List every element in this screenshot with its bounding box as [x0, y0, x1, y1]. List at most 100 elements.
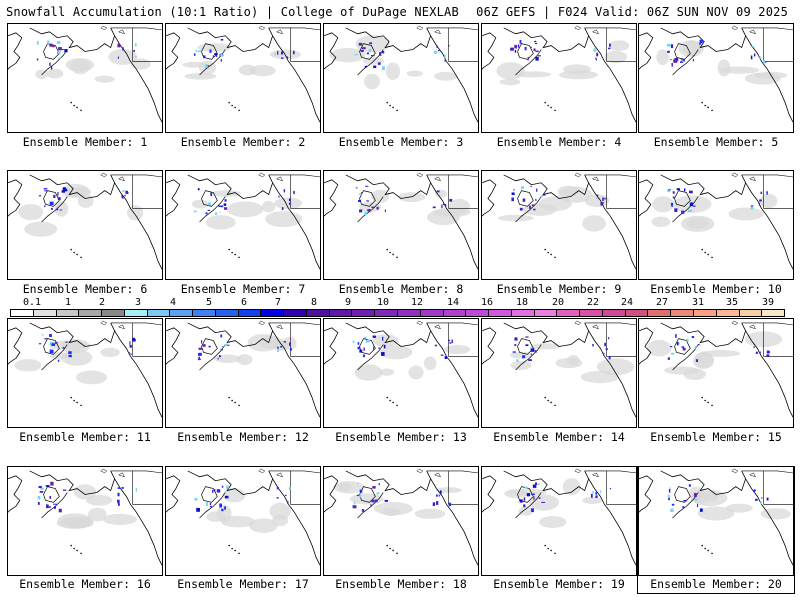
colorbar-tick-label: 3 [134, 297, 142, 308]
colorbar-tick-label: 4 [169, 297, 177, 308]
colorbar-swatch [329, 310, 353, 316]
ensemble-member-map [638, 170, 794, 280]
snowfall-colorbar [10, 309, 785, 317]
ensemble-member-label: Ensemble Member: 3 [338, 135, 464, 149]
colorbar-swatch [11, 310, 34, 316]
map-title: Snowfall Accumulation (10:1 Ratio) | Col… [6, 5, 459, 19]
ensemble-member-map [638, 23, 794, 133]
ensemble-member-label: Ensemble Member: 7 [180, 282, 306, 296]
colorbar-swatch [193, 310, 216, 316]
colorbar-tick-label: 16 [480, 297, 494, 308]
ensemble-member-map [165, 23, 321, 133]
ensemble-member-map [323, 23, 479, 133]
ensemble-member-map [165, 318, 321, 428]
colorbar-swatch [443, 310, 467, 316]
colorbar-tick-label: 8 [310, 297, 318, 308]
colorbar-swatch [420, 310, 444, 316]
colorbar-tick-label: 22 [586, 297, 600, 308]
ensemble-member-label: Ensemble Member: 18 [335, 577, 467, 591]
ensemble-member-map [481, 318, 637, 428]
ensemble-member-map [323, 318, 479, 428]
colorbar-swatch [762, 310, 785, 316]
ensemble-member-label: Ensemble Member: 20 [650, 577, 782, 591]
colorbar-swatch [489, 310, 512, 316]
colorbar-labels: 0.1 1 2 3 4 5 6 7 8 9 10 12 14 16 18 20 22 24 27 31 35 39 [10, 297, 785, 309]
colorbar-swatch [534, 310, 558, 316]
colorbar-swatch [284, 310, 307, 316]
colorbar-swatch [352, 310, 376, 316]
colorbar-swatch [671, 310, 694, 316]
ensemble-member-label: Ensemble Member: 9 [496, 282, 622, 296]
ensemble-member-map [638, 466, 794, 576]
ensemble-member-label: Ensemble Member: 14 [493, 430, 625, 444]
colorbar-tick-label: 31 [691, 297, 705, 308]
colorbar-swatch [33, 310, 57, 316]
colorbar-tick-label: 24 [620, 297, 634, 308]
colorbar-swatch [375, 310, 399, 316]
ensemble-member-map [481, 466, 637, 576]
colorbar-tick-label: 9 [344, 297, 352, 308]
colorbar-swatch [261, 310, 285, 316]
colorbar-swatch [557, 310, 581, 316]
ensemble-member-map [7, 466, 163, 576]
colorbar-tick-label: 0.1 [22, 297, 42, 308]
colorbar-tick-label: 7 [274, 297, 282, 308]
colorbar-tick-label: 12 [410, 297, 424, 308]
colorbar-tick-label: 39 [761, 297, 775, 308]
colorbar-swatch [215, 310, 239, 316]
ensemble-member-label: Ensemble Member: 6 [22, 282, 148, 296]
colorbar-swatch [602, 310, 626, 316]
ensemble-member-label: Ensemble Member: 8 [338, 282, 464, 296]
ensemble-member-label: Ensemble Member: 1 [22, 135, 148, 149]
ensemble-member-map [638, 318, 794, 428]
ensemble-member-map [481, 23, 637, 133]
ensemble-member-map [7, 23, 163, 133]
ensemble-member-label: Ensemble Member: 16 [19, 577, 151, 591]
ensemble-member-label: Ensemble Member: 19 [493, 577, 625, 591]
ensemble-member-map [481, 170, 637, 280]
ensemble-member-map [323, 466, 479, 576]
colorbar-tick-label: 6 [240, 297, 248, 308]
colorbar-swatch [716, 310, 740, 316]
colorbar-swatch [102, 310, 125, 316]
colorbar-tick-label: 18 [515, 297, 529, 308]
colorbar-swatch [625, 310, 649, 316]
colorbar-tick-label: 27 [655, 297, 669, 308]
ensemble-member-label: Ensemble Member: 2 [180, 135, 306, 149]
colorbar-swatch [693, 310, 717, 316]
ensemble-member-map [165, 466, 321, 576]
ensemble-member-map [165, 170, 321, 280]
colorbar-tick-label: 14 [446, 297, 460, 308]
ensemble-member-label: Ensemble Member: 15 [650, 430, 782, 444]
ensemble-member-map [7, 170, 163, 280]
ensemble-member-map [7, 318, 163, 428]
ensemble-member-label: Ensemble Member: 17 [177, 577, 309, 591]
ensemble-member-label: Ensemble Member: 12 [177, 430, 309, 444]
colorbar-tick-label: 20 [551, 297, 565, 308]
ensemble-member-label: Ensemble Member: 4 [496, 135, 622, 149]
colorbar-swatch [466, 310, 490, 316]
colorbar-swatch [238, 310, 262, 316]
colorbar-swatch [79, 310, 103, 316]
colorbar-swatch [124, 310, 148, 316]
colorbar-swatch [306, 310, 330, 316]
colorbar-swatch [56, 310, 80, 316]
colorbar-swatch [147, 310, 171, 316]
colorbar-swatch [580, 310, 603, 316]
ensemble-member-label: Ensemble Member: 11 [19, 430, 151, 444]
colorbar-tick-label: 1 [64, 297, 72, 308]
colorbar-swatch [511, 310, 535, 316]
colorbar-swatch [398, 310, 421, 316]
colorbar-tick-label: 5 [205, 297, 213, 308]
colorbar-swatch [739, 310, 763, 316]
ensemble-member-label: Ensemble Member: 5 [653, 135, 779, 149]
colorbar-swatch [170, 310, 194, 316]
colorbar-swatch [648, 310, 672, 316]
colorbar-tick-label: 10 [376, 297, 390, 308]
model-run-info: 06Z GEFS | F024 Valid: 06Z SUN NOV 09 20… [476, 5, 788, 19]
ensemble-member-label: Ensemble Member: 13 [335, 430, 467, 444]
ensemble-member-label: Ensemble Member: 10 [650, 282, 782, 296]
ensemble-member-map [323, 170, 479, 280]
colorbar-tick-label: 2 [98, 297, 106, 308]
colorbar-tick-label: 35 [725, 297, 739, 308]
